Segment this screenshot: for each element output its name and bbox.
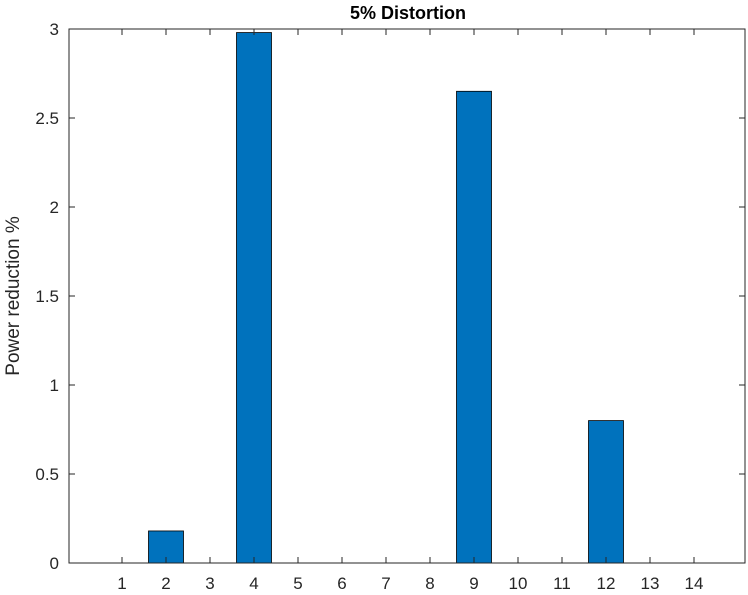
x-tick-label: 8 (425, 574, 434, 593)
x-tick-label: 14 (685, 574, 704, 593)
x-tick-label: 1 (117, 574, 126, 593)
x-tick-label: 5 (293, 574, 302, 593)
bar-4 (236, 32, 272, 564)
y-tick-label: 0 (50, 554, 59, 573)
x-tick-label: 3 (205, 574, 214, 593)
bar-9 (456, 90, 492, 564)
x-tick-label: 12 (597, 574, 616, 593)
y-tick-label: 0.5 (35, 465, 59, 484)
y-tick-label: 1.5 (35, 287, 59, 306)
x-tick-label: 13 (641, 574, 660, 593)
plot-area-frame (68, 28, 746, 564)
y-tick-label: 2.5 (35, 109, 59, 128)
y-tick-label: 1 (50, 376, 59, 395)
x-tick-label: 11 (553, 574, 571, 593)
x-tick-label: 7 (381, 574, 390, 593)
x-tick-label: 9 (469, 574, 478, 593)
x-tick-label: 10 (509, 574, 528, 593)
x-axis-ticks: 1 2 3 4 5 6 7 8 9 10 11 12 13 14 (117, 29, 703, 593)
bar-12 (588, 420, 624, 564)
bars-group (148, 32, 624, 564)
x-tick-label: 6 (337, 574, 346, 593)
y-axis-label: Power reduction % (3, 216, 24, 376)
chart-title: 5% Distortion (350, 3, 466, 23)
x-tick-label: 4 (249, 574, 258, 593)
x-tick-label: 2 (161, 574, 170, 593)
y-tick-label: 2 (50, 198, 59, 217)
y-tick-label: 3 (50, 20, 59, 39)
y-axis-ticks: 0 0.5 1 1.5 2 2.5 3 (35, 20, 745, 573)
